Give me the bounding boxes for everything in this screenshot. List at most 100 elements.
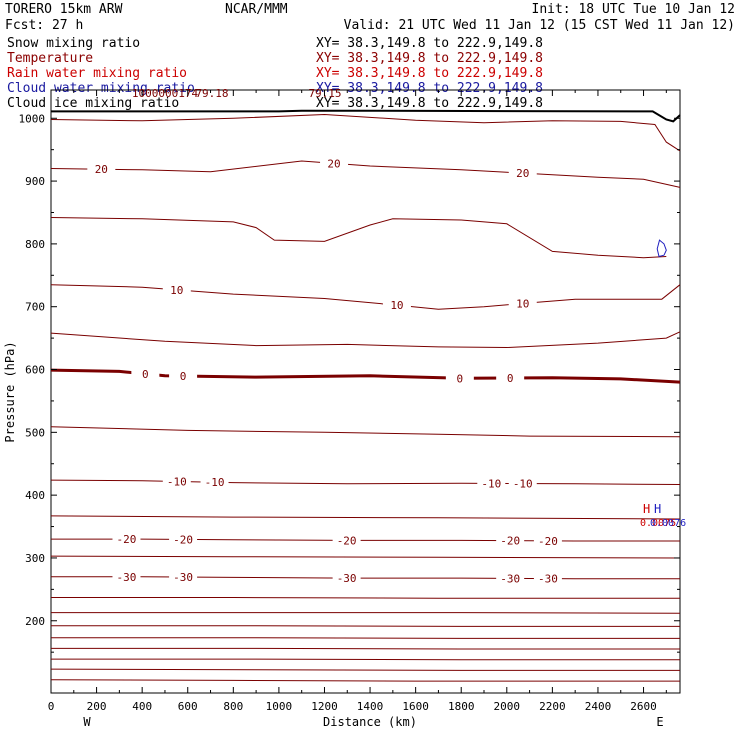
y-tick-label: 1000 bbox=[19, 112, 46, 125]
isotherm-label: -30 bbox=[173, 571, 193, 584]
isotherm-line bbox=[50, 426, 681, 438]
x-tick-label: 400 bbox=[132, 700, 152, 713]
isotherm-label-bg bbox=[332, 534, 361, 547]
x-tick-label: 1800 bbox=[448, 700, 475, 713]
isotherm-label: 0 bbox=[507, 372, 514, 385]
isotherm-label-bg bbox=[162, 283, 191, 296]
isotherm-label: 0 bbox=[457, 372, 464, 385]
y-axis-title: Pressure (hPa) bbox=[3, 341, 17, 442]
axis-ticks: 0 200 400 600 800 1000 1200 1400 1600 1800 2000 220… bbox=[19, 90, 680, 713]
isotherm-label-bg bbox=[382, 299, 411, 312]
y-tick-label: 900 bbox=[25, 175, 45, 188]
model-label: TORERO 15km ARW bbox=[5, 2, 123, 17]
x-tick-label: 1200 bbox=[311, 700, 338, 713]
isotherm-label: -10 bbox=[481, 477, 501, 490]
cloud-water-contour bbox=[656, 239, 667, 258]
isotherm-label-bg bbox=[496, 371, 525, 384]
isotherm-label: 20 bbox=[516, 167, 529, 180]
isotherm-label: -10 bbox=[205, 476, 225, 489]
isotherm-line bbox=[50, 284, 681, 310]
isotherm-line bbox=[50, 160, 681, 188]
isotherm-line bbox=[50, 479, 681, 485]
valid-label: Valid: 21 UTC Wed 11 Jan 12 (15 CST Wed … bbox=[344, 18, 735, 33]
fcst-label: Fcst: 27 h bbox=[5, 18, 83, 33]
x-axis-title: Distance (km) bbox=[323, 715, 417, 729]
terrain-line bbox=[51, 109, 681, 123]
isotherm-line bbox=[50, 515, 681, 520]
isotherm-line bbox=[50, 668, 680, 671]
isotherm-line bbox=[50, 679, 680, 682]
x-tick-label: 2600 bbox=[630, 700, 657, 713]
isotherm-label: -20 bbox=[337, 534, 357, 547]
legend-xy-temperature: XY= 38.3,149.8 to 222.9,149.8 bbox=[316, 51, 543, 66]
isotherm-layer: -30 -30 -30 -30 -30-20 -20 -20 -20 -20-10 -10 -10-… bbox=[50, 109, 681, 682]
isotherm-label-bg bbox=[131, 367, 160, 380]
legend-xy-snow: XY= 38.3,149.8 to 222.9,149.8 bbox=[316, 36, 543, 51]
isotherm-label-bg bbox=[200, 476, 229, 489]
isotherm-label-bg bbox=[508, 477, 537, 490]
isotherm-label: 10 bbox=[516, 297, 529, 310]
isotherm-label: 10 bbox=[170, 284, 183, 297]
isotherm-line bbox=[51, 625, 680, 627]
legend-xy-cloud-ice: XY= 38.3,149.8 to 222.9,149.8 bbox=[316, 96, 543, 111]
max-value-label: 0.0075 bbox=[640, 518, 676, 529]
legend-xy-cloud-water: XY= 38.3,149.8 to 222.9,149.8 bbox=[316, 81, 543, 96]
legend-name-temperature: Temperature bbox=[7, 51, 93, 66]
isotherm-label: -20 bbox=[500, 535, 520, 548]
y-tick-label: 600 bbox=[25, 364, 45, 377]
isotherm-line bbox=[51, 647, 680, 650]
isotherm-label: -30 bbox=[337, 572, 357, 585]
isotherm-label: -10 bbox=[167, 475, 187, 488]
isotherm-label: -30 bbox=[538, 573, 558, 586]
east-label: E bbox=[656, 715, 663, 729]
x-tick-label: 200 bbox=[87, 700, 107, 713]
isotherm-line bbox=[50, 331, 681, 349]
x-tick-label: 600 bbox=[178, 700, 198, 713]
plot-frame bbox=[50, 89, 681, 694]
isotherm-label: 20 bbox=[95, 163, 108, 176]
isotherm-line bbox=[51, 597, 680, 599]
isotherm-line bbox=[51, 576, 680, 580]
isotherm-label-bg bbox=[87, 163, 116, 176]
isotherm-line bbox=[51, 612, 681, 614]
org-label: NCAR/MMM bbox=[225, 2, 288, 17]
isotherm-label-bg bbox=[112, 570, 141, 583]
y-tick-label: 200 bbox=[25, 615, 45, 628]
isotherm-line bbox=[51, 637, 680, 639]
isotherm-line bbox=[51, 538, 680, 542]
isotherm-label-bg bbox=[445, 372, 474, 385]
high-marker-label: H bbox=[654, 502, 661, 516]
init-label: Init: 18 UTC Tue 10 Jan 12 bbox=[532, 2, 736, 17]
x-tick-label: 0 bbox=[48, 700, 55, 713]
isotherm-label-bg bbox=[169, 370, 198, 383]
y-tick-label: 700 bbox=[25, 301, 45, 314]
legend-name-snow: Snow mixing ratio bbox=[7, 36, 140, 51]
isotherm-label-bg bbox=[508, 167, 537, 180]
isotherm-label: -30 bbox=[117, 571, 137, 584]
isotherm-label: 0 bbox=[142, 368, 149, 381]
y-tick-label: 300 bbox=[25, 552, 45, 565]
legend-name-cloud-water: Cloud water mixing ratio bbox=[7, 81, 195, 96]
isotherm-label-bg bbox=[332, 572, 361, 585]
x-tick-label: 1000 bbox=[266, 700, 293, 713]
legend-name-cloud-ice: Cloud ice mixing ratio bbox=[7, 96, 179, 111]
isotherm-label-bg bbox=[496, 534, 525, 547]
high-marker-label: H bbox=[643, 502, 650, 516]
isotherm-label-bg bbox=[533, 534, 562, 547]
legend-name-rain: Rain water mixing ratio bbox=[7, 66, 187, 81]
y-tick-label: 400 bbox=[25, 489, 45, 502]
top-value-label: 79.15 bbox=[308, 87, 341, 100]
isotherm-label: -20 bbox=[538, 535, 558, 548]
isotherm-line bbox=[50, 555, 681, 559]
isotherm-line bbox=[50, 217, 667, 259]
x-tick-label: 2000 bbox=[494, 700, 521, 713]
legend: Snow mixing ratio XY= 38.3,149.8 to 222.… bbox=[7, 36, 543, 111]
x-tick-label: 2400 bbox=[585, 700, 612, 713]
isotherm-label-bg bbox=[477, 477, 506, 490]
isotherm-label-bg bbox=[162, 475, 191, 488]
west-label: W bbox=[83, 715, 91, 729]
isotherm-label-bg bbox=[320, 157, 349, 170]
isotherm-label-bg bbox=[169, 533, 198, 546]
